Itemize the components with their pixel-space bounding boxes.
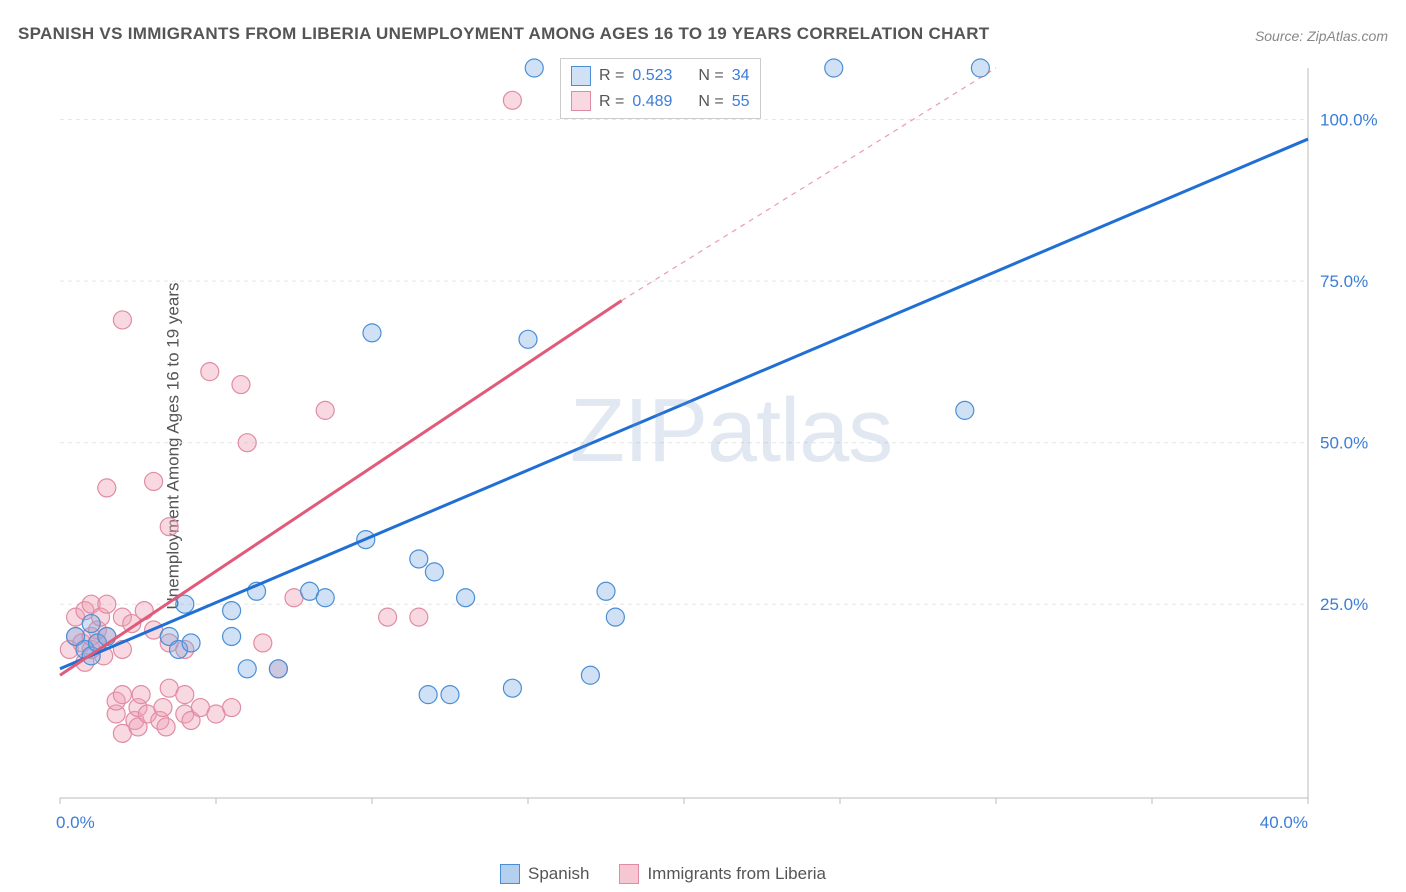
svg-text:0.0%: 0.0% [56, 813, 95, 832]
r-label: R = [599, 63, 624, 89]
scatter-svg: 25.0% 50.0% 75.0% 100.0% 0.0% 40.0% [50, 58, 1388, 838]
correlation-legend: R = 0.523 N = 34 R = 0.489 N = 55 [560, 58, 761, 119]
svg-text:75.0%: 75.0% [1320, 272, 1368, 291]
svg-text:40.0%: 40.0% [1260, 813, 1308, 832]
legend-item: Immigrants from Liberia [619, 864, 826, 884]
legend-row: R = 0.523 N = 34 [571, 63, 750, 89]
series-legend: Spanish Immigrants from Liberia [500, 864, 826, 884]
svg-text:100.0%: 100.0% [1320, 111, 1378, 130]
legend-swatch [500, 864, 520, 884]
legend-item: Spanish [500, 864, 589, 884]
n-value: 55 [732, 89, 750, 115]
svg-text:25.0%: 25.0% [1320, 595, 1368, 614]
legend-swatch [571, 66, 591, 86]
n-label: N = [698, 63, 723, 89]
plot-area: 25.0% 50.0% 75.0% 100.0% 0.0% 40.0% [50, 58, 1388, 838]
legend-label: Spanish [528, 864, 589, 884]
n-value: 34 [732, 63, 750, 89]
svg-text:50.0%: 50.0% [1320, 434, 1368, 453]
n-label: N = [698, 89, 723, 115]
legend-swatch [571, 91, 591, 111]
r-value: 0.523 [632, 63, 672, 89]
legend-label: Immigrants from Liberia [647, 864, 826, 884]
legend-row: R = 0.489 N = 55 [571, 89, 750, 115]
source-attribution: Source: ZipAtlas.com [1255, 28, 1388, 44]
legend-swatch [619, 864, 639, 884]
chart-title: SPANISH VS IMMIGRANTS FROM LIBERIA UNEMP… [18, 24, 990, 44]
r-label: R = [599, 89, 624, 115]
r-value: 0.489 [632, 89, 672, 115]
correlation-chart: SPANISH VS IMMIGRANTS FROM LIBERIA UNEMP… [0, 0, 1406, 892]
